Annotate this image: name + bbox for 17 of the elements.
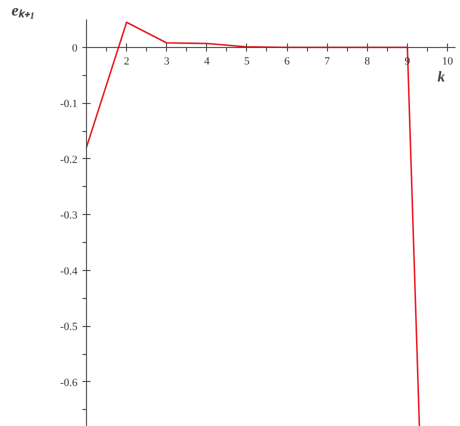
x-tick-label: 3: [164, 55, 170, 68]
y-tick-label: 0: [72, 42, 78, 54]
y-axis-title: eₖ₊₁: [12, 2, 36, 20]
x-tick-label: 5: [244, 55, 250, 68]
x-tick-label: 7: [324, 55, 330, 68]
x-axis-title: k: [438, 69, 446, 86]
x-tick-label: 10: [442, 55, 454, 68]
y-tick-label: -0.3: [60, 210, 78, 222]
y-tick-label: -0.5: [60, 321, 78, 334]
x-tick-label: 4: [204, 55, 210, 68]
x-tick-label: 8: [364, 55, 371, 68]
x-tick-label: 2: [124, 55, 130, 68]
y-tick-label: -0.6: [60, 376, 78, 389]
y-tick-label: -0.4: [60, 265, 78, 278]
y-tick-label: -0.1: [60, 98, 78, 110]
x-tick-label: 6: [284, 55, 290, 68]
y-tick-label: -0.2: [60, 154, 78, 166]
